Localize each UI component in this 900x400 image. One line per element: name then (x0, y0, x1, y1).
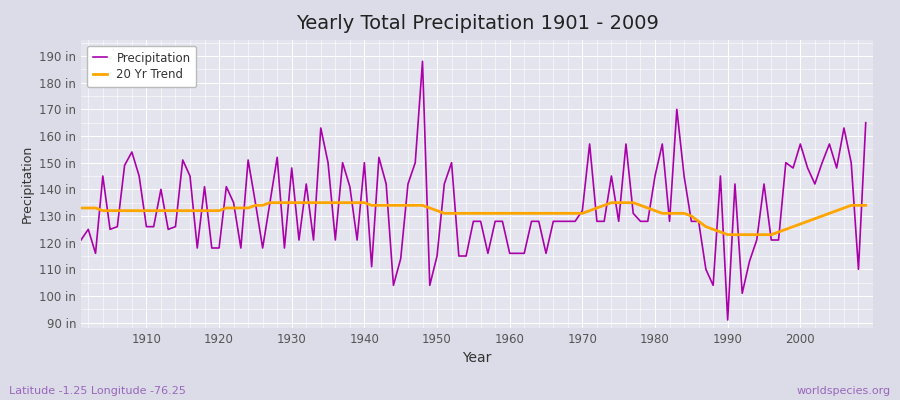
Precipitation (504, 251, 515, 256)
20 Yr Trend (265, 200, 275, 205)
20 Yr Trend (511, 211, 522, 216)
Precipitation (293, 238, 304, 242)
20 Yr Trend (134, 208, 145, 213)
20 Yr Trend (723, 232, 734, 237)
Precipitation (417, 59, 428, 64)
X-axis label: Year: Year (463, 352, 491, 366)
Text: worldspecies.org: worldspecies.org (796, 386, 891, 396)
Precipitation (860, 120, 871, 125)
20 Yr Trend (860, 203, 871, 208)
20 Yr Trend (345, 200, 356, 205)
Line: 20 Yr Trend: 20 Yr Trend (81, 203, 866, 235)
Precipitation (76, 238, 86, 242)
Y-axis label: Precipitation: Precipitation (21, 145, 33, 223)
20 Yr Trend (504, 211, 515, 216)
Title: Yearly Total Precipitation 1901 - 2009: Yearly Total Precipitation 1901 - 2009 (295, 14, 659, 33)
Precipitation (723, 318, 734, 322)
20 Yr Trend (76, 206, 86, 210)
Line: Precipitation: Precipitation (81, 61, 866, 320)
Precipitation (511, 251, 522, 256)
20 Yr Trend (598, 203, 609, 208)
Precipitation (598, 219, 609, 224)
Precipitation (134, 174, 145, 178)
20 Yr Trend (301, 200, 311, 205)
Precipitation (338, 160, 348, 165)
Legend: Precipitation, 20 Yr Trend: Precipitation, 20 Yr Trend (87, 46, 196, 87)
Text: Latitude -1.25 Longitude -76.25: Latitude -1.25 Longitude -76.25 (9, 386, 186, 396)
